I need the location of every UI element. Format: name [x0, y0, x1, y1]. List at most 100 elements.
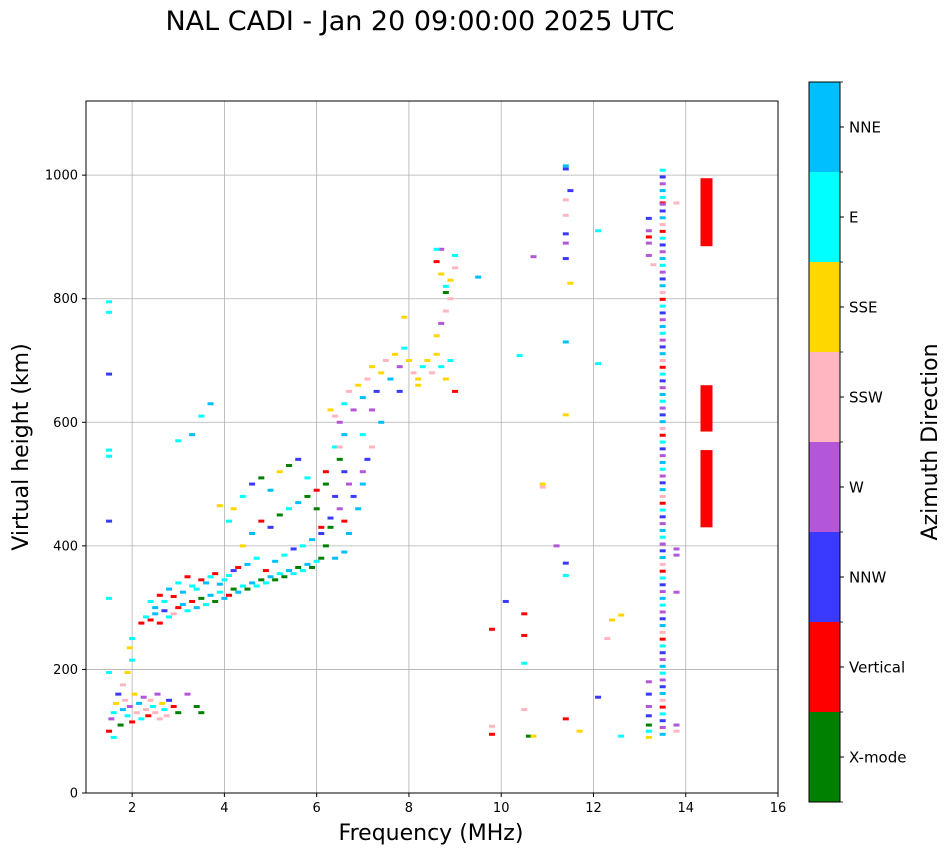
data-point-xmode [193, 705, 200, 708]
data-point-w [645, 680, 652, 684]
data-point-nne [341, 550, 348, 554]
data-point-e [166, 615, 173, 619]
data-point-nnw [645, 714, 652, 718]
data-point-e [290, 572, 297, 576]
data-point-e [106, 448, 113, 452]
colorbar-label: Azimuth Direction [918, 343, 943, 540]
data-point-ssw [452, 266, 459, 270]
data-point-e [147, 599, 154, 603]
data-point-nne [235, 590, 242, 594]
data-point-vertical [156, 593, 163, 597]
data-point-xmode [198, 596, 205, 600]
data-point-xmode [212, 599, 219, 603]
data-point-nnw [659, 243, 666, 247]
data-point-nnw [659, 277, 666, 281]
data-point-nne [387, 377, 394, 381]
data-point-nnw [659, 583, 666, 587]
data-point-nne [244, 562, 251, 566]
colorbar-segment [809, 442, 840, 532]
data-point-e [189, 584, 196, 588]
data-point-nne [267, 575, 274, 579]
data-point-e [207, 575, 214, 579]
data-point-nnw [659, 481, 666, 485]
chart-title: NAL CADI - Jan 20 09:00:00 2025 UTC [165, 6, 675, 37]
data-point-sse [131, 692, 138, 696]
data-point-e [562, 574, 569, 578]
data-point-ssw [170, 612, 177, 616]
data-point-e [659, 263, 666, 267]
data-point-nne [659, 325, 666, 329]
x-tick-label: 6 [313, 801, 321, 816]
data-point-e [202, 603, 209, 607]
data-point-ssw [345, 389, 352, 393]
data-point-w [659, 386, 666, 390]
vertical-bar [700, 450, 713, 528]
data-point-ssw [429, 371, 435, 375]
data-point-e [595, 229, 602, 233]
data-point-w [645, 241, 652, 245]
colorbar-tick-label: NNE [849, 119, 881, 137]
data-point-sse [216, 504, 223, 508]
data-point-sse [112, 701, 119, 705]
x-tick-label: 12 [585, 801, 602, 816]
data-point-w [359, 470, 366, 474]
data-point-xmode [309, 565, 316, 569]
data-point-xmode [258, 578, 265, 582]
data-point-nne [659, 528, 666, 532]
data-point-vertical [659, 229, 666, 233]
data-point-e [110, 711, 117, 715]
data-point-e [659, 671, 666, 675]
data-point-nne [359, 396, 366, 400]
data-point-ssw [336, 445, 343, 449]
data-point-sse [405, 359, 412, 362]
data-point-ssw [447, 297, 454, 301]
data-point-ssw [659, 359, 666, 362]
y-tick-label: 1000 [45, 169, 78, 184]
data-point-sse [126, 646, 133, 650]
data-point-nnw [106, 372, 113, 376]
data-point-sse [355, 383, 362, 387]
colorbar-frame [808, 81, 841, 803]
data-point-nne [562, 340, 569, 344]
colorbar-tick-label: NNW [849, 569, 886, 587]
data-point-nne [304, 562, 311, 566]
data-point-nne [119, 708, 126, 712]
data-point-ssw [659, 223, 666, 227]
data-point-w [659, 202, 666, 206]
data-point-sse [230, 507, 237, 511]
data-point-nnw [562, 257, 569, 261]
data-point-e [216, 590, 223, 594]
data-point-nnw [341, 470, 348, 474]
data-point-w [659, 270, 666, 274]
data-point-e [129, 658, 136, 662]
data-point-vertical [226, 593, 233, 597]
data-point-e [106, 310, 113, 314]
data-point-nne [272, 559, 279, 563]
data-point-ssw [369, 445, 376, 449]
y-tick-label: 800 [53, 292, 78, 307]
data-point-sse [424, 359, 431, 362]
data-point-xmode [645, 723, 652, 727]
data-point-e [341, 402, 348, 406]
data-point-vertical [659, 569, 666, 573]
vertical-bar [700, 385, 713, 432]
data-point-nne [179, 603, 186, 607]
data-point-w [659, 590, 666, 594]
data-point-nnw [645, 216, 652, 220]
data-point-e [142, 615, 149, 619]
data-point-nnw [659, 685, 666, 689]
data-point-xmode [304, 494, 311, 498]
data-point-w [673, 590, 680, 594]
data-point-xmode [198, 711, 205, 715]
data-point-nnw [166, 698, 173, 702]
data-point-nnw [567, 189, 574, 193]
data-point-ssw [364, 377, 371, 381]
data-point-nne [659, 420, 666, 424]
data-point-sse [530, 734, 537, 738]
data-point-vertical [452, 389, 459, 393]
data-point-vertical [433, 260, 440, 264]
data-point-w [336, 507, 343, 511]
data-point-xmode [117, 723, 124, 727]
data-point-sse [327, 408, 334, 412]
